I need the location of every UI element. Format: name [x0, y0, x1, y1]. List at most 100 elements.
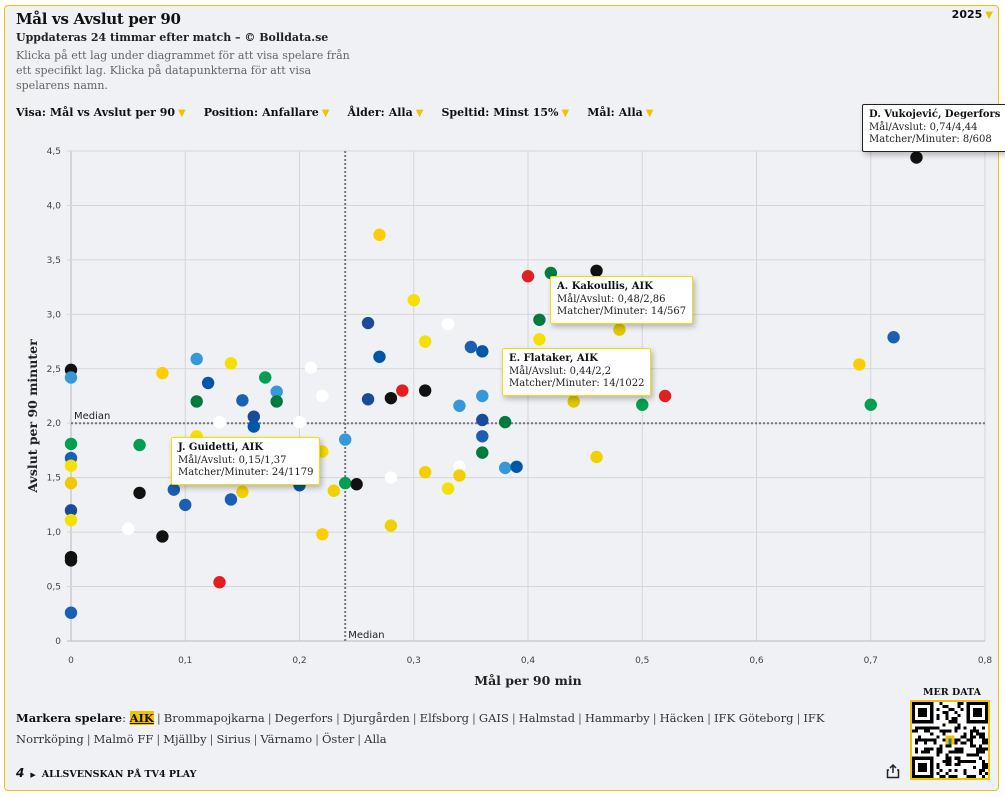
data-point[interactable]: [476, 446, 489, 459]
filter-speltid[interactable]: Speltid: Minst 15% ▼: [441, 106, 569, 119]
team-link[interactable]: Mjällby: [163, 732, 207, 746]
data-point[interactable]: [853, 358, 866, 371]
data-point[interactable]: [590, 264, 603, 277]
data-point[interactable]: [190, 352, 203, 366]
data-point[interactable]: [396, 384, 409, 397]
data-point[interactable]: [270, 395, 283, 408]
team-link[interactable]: Häcken: [659, 711, 705, 725]
data-point[interactable]: [304, 361, 318, 374]
team-link[interactable]: Öster: [322, 732, 355, 746]
data-point[interactable]: [350, 478, 363, 491]
data-point[interactable]: [224, 357, 238, 370]
data-point[interactable]: [64, 504, 78, 517]
data-point[interactable]: [476, 413, 489, 427]
data-point[interactable]: [133, 486, 146, 500]
data-point[interactable]: [441, 317, 455, 331]
data-point[interactable]: [636, 398, 649, 411]
data-point[interactable]: [373, 228, 386, 242]
team-link[interactable]: AIK: [129, 711, 154, 725]
data-point[interactable]: [316, 389, 329, 403]
data-point[interactable]: [156, 366, 169, 380]
data-point[interactable]: [339, 433, 352, 446]
data-point[interactable]: [236, 394, 249, 407]
data-point[interactable]: [64, 371, 78, 384]
data-point[interactable]: [236, 485, 249, 499]
data-point[interactable]: [316, 528, 329, 541]
data-point[interactable]: [64, 476, 78, 490]
team-link[interactable]: Brommapojkarna: [163, 711, 265, 725]
data-point[interactable]: [464, 340, 478, 354]
data-point[interactable]: [361, 393, 375, 406]
data-point[interactable]: [476, 345, 489, 358]
team-link[interactable]: Hammarby: [584, 711, 650, 725]
data-point[interactable]: [213, 415, 226, 429]
data-point[interactable]: [407, 293, 420, 307]
data-point[interactable]: [247, 420, 260, 433]
data-point[interactable]: [64, 437, 78, 451]
tv4-play-link[interactable]: 4 ▶ ALLSVENSKAN PÅ TV4 PLAY: [16, 766, 196, 780]
data-point[interactable]: [64, 554, 78, 567]
data-point[interactable]: [201, 376, 215, 390]
data-point[interactable]: [418, 466, 432, 479]
year-select[interactable]: 2025 ▼: [952, 8, 993, 21]
team-link[interactable]: Elfsborg: [419, 711, 470, 725]
data-point[interactable]: [64, 513, 78, 527]
data-point[interactable]: [533, 313, 546, 326]
team-link[interactable]: Värnamo: [260, 732, 313, 746]
data-point[interactable]: [327, 484, 340, 497]
filter-mal[interactable]: Mål: Alla ▼: [587, 106, 653, 119]
data-point[interactable]: [418, 384, 432, 397]
data-point[interactable]: [910, 151, 923, 164]
data-point[interactable]: [361, 316, 375, 330]
data-point[interactable]: [213, 576, 226, 589]
data-point[interactable]: [453, 399, 466, 412]
data-point[interactable]: [64, 459, 78, 472]
team-link[interactable]: Alla: [364, 732, 387, 746]
team-link[interactable]: Halmstad: [518, 711, 575, 725]
data-point[interactable]: [247, 410, 260, 423]
filter-alder[interactable]: Ålder: Alla ▼: [347, 106, 423, 119]
data-point[interactable]: [658, 389, 672, 403]
data-point[interactable]: [384, 519, 398, 532]
filter-visa[interactable]: Visa: Mål vs Avslut per 90 ▼: [16, 106, 186, 119]
data-point[interactable]: [498, 415, 512, 429]
team-link[interactable]: Degerfors: [274, 711, 333, 725]
data-point[interactable]: [293, 415, 306, 429]
qr-code-icon[interactable]: [910, 700, 990, 780]
data-point[interactable]: [373, 350, 386, 363]
data-point[interactable]: [224, 493, 238, 506]
data-point[interactable]: [270, 385, 283, 398]
team-link[interactable]: Djurgården: [342, 711, 410, 725]
data-point[interactable]: [259, 371, 272, 384]
data-point[interactable]: [453, 460, 466, 473]
team-link[interactable]: Malmö FF: [93, 732, 154, 746]
filter-position[interactable]: Position: Anfallare ▼: [204, 106, 330, 119]
share-icon[interactable]: [886, 763, 900, 783]
data-point[interactable]: [190, 395, 203, 408]
data-point[interactable]: [864, 398, 877, 411]
data-point[interactable]: [339, 476, 352, 490]
data-point[interactable]: [476, 430, 489, 443]
data-point[interactable]: [887, 331, 900, 344]
data-point[interactable]: [521, 270, 535, 283]
data-point[interactable]: [441, 482, 455, 495]
data-point[interactable]: [510, 460, 523, 473]
data-point[interactable]: [613, 323, 626, 336]
data-point[interactable]: [121, 522, 135, 536]
data-point[interactable]: [453, 469, 466, 482]
data-point[interactable]: [476, 389, 489, 403]
team-link[interactable]: Sirius: [216, 732, 251, 746]
data-point[interactable]: [384, 391, 398, 405]
team-link[interactable]: IFK Göteborg: [714, 711, 794, 725]
data-point[interactable]: [498, 461, 512, 475]
team-link[interactable]: IFK Norrköping: [16, 711, 825, 746]
data-point[interactable]: [384, 471, 398, 484]
data-point[interactable]: [167, 483, 181, 496]
data-point[interactable]: [133, 438, 146, 452]
data-point[interactable]: [179, 498, 192, 512]
data-point[interactable]: [64, 606, 78, 619]
team-link[interactable]: GAIS: [478, 711, 509, 725]
data-point[interactable]: [590, 450, 603, 464]
data-point[interactable]: [418, 335, 432, 348]
data-point[interactable]: [533, 333, 546, 346]
